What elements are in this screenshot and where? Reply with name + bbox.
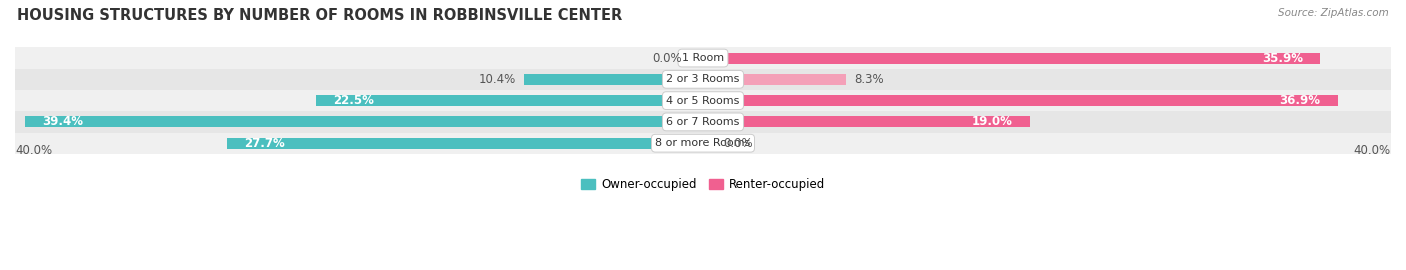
Text: 40.0%: 40.0% <box>15 144 52 157</box>
Text: 2 or 3 Rooms: 2 or 3 Rooms <box>666 74 740 84</box>
Text: 8.3%: 8.3% <box>855 73 884 86</box>
Bar <box>703 52 1320 63</box>
Text: 35.9%: 35.9% <box>1263 52 1303 65</box>
Text: 19.0%: 19.0% <box>972 115 1012 129</box>
Bar <box>524 74 703 85</box>
Bar <box>703 116 1029 127</box>
Text: 36.9%: 36.9% <box>1279 94 1320 107</box>
Bar <box>25 116 703 127</box>
Legend: Owner-occupied, Renter-occupied: Owner-occupied, Renter-occupied <box>576 173 830 196</box>
Text: 8 or more Rooms: 8 or more Rooms <box>655 138 751 148</box>
Bar <box>15 111 1391 133</box>
Text: 39.4%: 39.4% <box>42 115 83 129</box>
Text: HOUSING STRUCTURES BY NUMBER OF ROOMS IN ROBBINSVILLE CENTER: HOUSING STRUCTURES BY NUMBER OF ROOMS IN… <box>17 8 621 23</box>
Text: 10.4%: 10.4% <box>478 73 516 86</box>
Bar <box>316 95 703 106</box>
Text: 0.0%: 0.0% <box>724 137 754 150</box>
Text: Source: ZipAtlas.com: Source: ZipAtlas.com <box>1278 8 1389 18</box>
Text: 6 or 7 Rooms: 6 or 7 Rooms <box>666 117 740 127</box>
Text: 27.7%: 27.7% <box>243 137 284 150</box>
Bar <box>15 133 1391 154</box>
Bar <box>226 138 703 149</box>
Text: 40.0%: 40.0% <box>1354 144 1391 157</box>
Text: 0.0%: 0.0% <box>652 52 682 65</box>
Text: 22.5%: 22.5% <box>333 94 374 107</box>
Text: 1 Room: 1 Room <box>682 53 724 63</box>
Bar <box>15 69 1391 90</box>
Bar <box>15 48 1391 69</box>
Bar <box>703 95 1337 106</box>
Text: 4 or 5 Rooms: 4 or 5 Rooms <box>666 96 740 106</box>
Bar <box>703 74 846 85</box>
Bar <box>15 90 1391 111</box>
